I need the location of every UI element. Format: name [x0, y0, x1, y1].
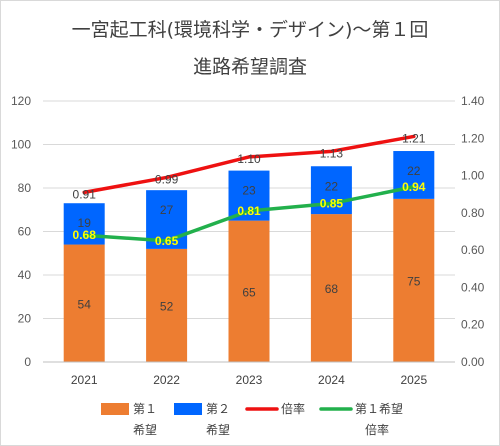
- y-right-tick-label: 0.40: [461, 280, 485, 294]
- y-right-tick-label: 1.20: [461, 131, 485, 145]
- ratio-label: 0.99: [155, 172, 179, 186]
- first-choice-ratio-label: 0.81: [237, 204, 261, 218]
- bar-first-choice: [63, 244, 105, 362]
- y-right-tick-label: 1.00: [461, 169, 485, 183]
- bar-first-choice: [310, 214, 352, 362]
- x-tick-label: 2023: [236, 373, 263, 387]
- x-tick-label: 2022: [153, 373, 180, 387]
- bar-first-choice-label: 52: [160, 299, 174, 313]
- y-left-tick-label: 20: [18, 312, 32, 326]
- legend-label: 第２: [206, 402, 230, 416]
- bar-second-choice-label: 23: [242, 184, 256, 198]
- bar-first-choice: [393, 198, 435, 362]
- y-left-tick-label: 80: [18, 181, 32, 195]
- bar-second-choice-label: 22: [325, 179, 339, 193]
- first-choice-ratio-label: 0.68: [73, 228, 97, 242]
- bar-first-choice-label: 54: [78, 297, 92, 311]
- bar-first-choice: [146, 248, 188, 362]
- legend-label: 倍率: [281, 401, 305, 416]
- bar-first-choice-label: 75: [407, 274, 421, 288]
- y-right-tick-label: 0.20: [461, 318, 485, 332]
- x-tick-label: 2025: [400, 373, 427, 387]
- bar-first-choice-label: 65: [242, 285, 256, 299]
- bar-second-choice-label: 22: [407, 164, 421, 178]
- bar-first-choice: [228, 220, 270, 362]
- legend-label: 第１希望: [355, 401, 403, 416]
- x-tick-label: 2024: [318, 373, 345, 387]
- ratio-label: 0.91: [73, 187, 97, 201]
- first-choice-ratio-label: 0.65: [155, 234, 179, 248]
- chart-subtitle: 進路希望調査: [193, 56, 307, 78]
- legend-swatch: [174, 403, 202, 415]
- y-right-tick-label: 0.80: [461, 206, 485, 220]
- ratio-label: 1.21: [402, 131, 426, 145]
- y-left-tick-label: 100: [11, 138, 31, 152]
- first-choice-ratio-label: 0.85: [320, 197, 344, 211]
- line-series: [82, 134, 416, 243]
- y-right-tick-label: 0.60: [461, 243, 485, 257]
- y-right-tick-label: 1.40: [461, 94, 485, 108]
- first-choice-ratio-label: 0.94: [402, 180, 426, 194]
- first-choice-ratio-line: [82, 185, 416, 243]
- bar-first-choice-label: 68: [325, 282, 339, 296]
- y-right-tick-label: 0.00: [461, 355, 485, 369]
- legend-swatch: [101, 403, 129, 415]
- legend-label: 倍率: [365, 422, 389, 437]
- data-labels: 54 19 52 27 65 23 68 22 75 22 0.91 0.68 0.99 0.65 1.10…: [73, 131, 426, 313]
- ratio-label: 1.13: [320, 146, 344, 160]
- chart-title: 一宮起工科(環境科学・デザイン)～第１回: [72, 19, 429, 41]
- y-left-tick-label: 60: [18, 225, 32, 239]
- bar-second-choice-label: 27: [160, 203, 174, 217]
- ratio-line: [82, 134, 416, 195]
- ratio-label: 1.10: [237, 152, 261, 166]
- legend-label: 希望: [206, 422, 230, 437]
- y-left-tick-label: 40: [18, 268, 32, 282]
- legend-label: 希望: [133, 422, 157, 437]
- y-left-tick-label: 120: [11, 94, 31, 108]
- x-tick-label: 2021: [71, 373, 98, 387]
- legend-label: 第１: [133, 402, 157, 416]
- y-left-tick-label: 0: [24, 355, 31, 369]
- bar-second-choice-label: 19: [78, 216, 92, 230]
- axes: 0 20 40 60 80 100 120 0.00 0.20 0.40 0.60 0.80 1.00 1…: [11, 94, 485, 387]
